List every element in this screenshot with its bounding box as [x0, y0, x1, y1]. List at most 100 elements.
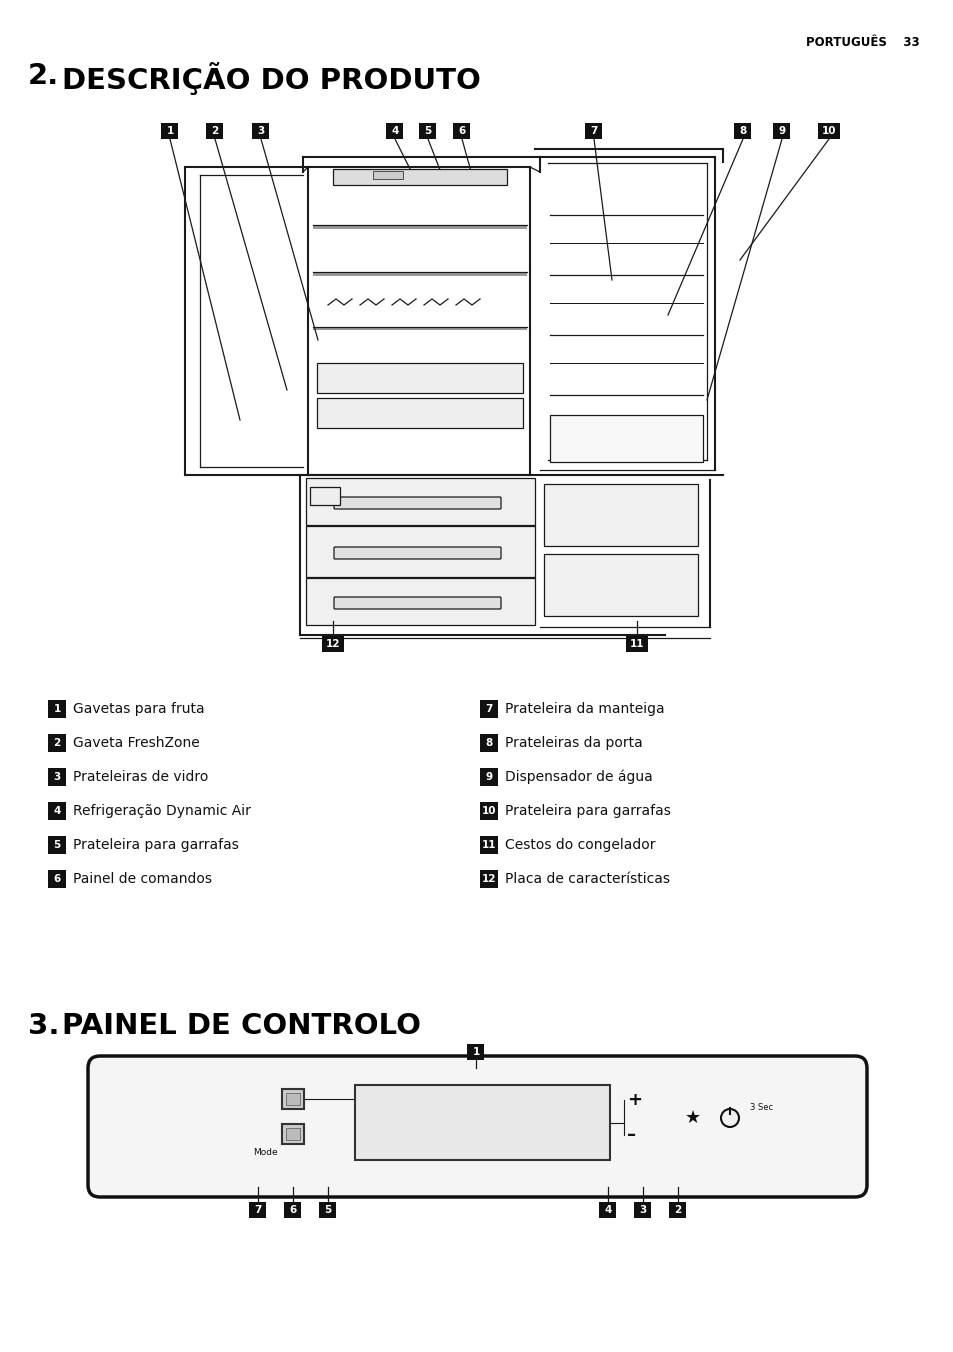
FancyBboxPatch shape [48, 869, 66, 888]
FancyBboxPatch shape [313, 327, 526, 330]
FancyBboxPatch shape [282, 1088, 304, 1109]
FancyBboxPatch shape [88, 1056, 866, 1197]
Text: Prateleiras da porta: Prateleiras da porta [504, 735, 642, 750]
FancyBboxPatch shape [48, 734, 66, 752]
Text: 7: 7 [254, 1205, 261, 1215]
Text: Refrigeração Dynamic Air: Refrigeração Dynamic Air [73, 804, 251, 818]
FancyBboxPatch shape [284, 1202, 301, 1218]
FancyBboxPatch shape [634, 1202, 651, 1218]
Text: 2: 2 [212, 126, 218, 137]
Text: 4: 4 [53, 806, 61, 817]
FancyBboxPatch shape [479, 768, 497, 786]
FancyBboxPatch shape [734, 123, 751, 139]
Circle shape [720, 1109, 739, 1128]
Text: 1: 1 [166, 126, 173, 137]
FancyBboxPatch shape [543, 554, 698, 617]
FancyBboxPatch shape [467, 1044, 484, 1060]
FancyBboxPatch shape [669, 1202, 686, 1218]
Text: Gaveta FreshZone: Gaveta FreshZone [73, 735, 199, 750]
FancyBboxPatch shape [310, 487, 339, 506]
FancyBboxPatch shape [250, 1202, 266, 1218]
FancyBboxPatch shape [322, 635, 344, 652]
FancyBboxPatch shape [206, 123, 223, 139]
Text: ★: ★ [684, 1109, 700, 1128]
Text: Prateleiras de vidro: Prateleiras de vidro [73, 771, 208, 784]
Text: 9: 9 [485, 772, 492, 781]
FancyBboxPatch shape [48, 802, 66, 821]
Text: 1: 1 [472, 1046, 479, 1057]
Text: PAINEL DE CONTROLO: PAINEL DE CONTROLO [62, 1013, 420, 1040]
FancyBboxPatch shape [598, 1202, 616, 1218]
FancyBboxPatch shape [306, 526, 535, 577]
FancyBboxPatch shape [286, 1128, 299, 1140]
FancyBboxPatch shape [479, 802, 497, 821]
Text: 6: 6 [457, 126, 465, 137]
FancyBboxPatch shape [453, 123, 470, 139]
FancyBboxPatch shape [48, 768, 66, 786]
Text: 11: 11 [481, 840, 496, 850]
Text: 10: 10 [821, 126, 836, 137]
Text: 7: 7 [485, 704, 492, 714]
FancyBboxPatch shape [479, 836, 497, 854]
Text: 12: 12 [325, 639, 340, 649]
Text: 4: 4 [603, 1205, 611, 1215]
Text: 5: 5 [324, 1205, 332, 1215]
Text: 11: 11 [629, 639, 643, 649]
Text: Mode: Mode [253, 1148, 277, 1157]
Text: 2: 2 [53, 738, 61, 748]
FancyBboxPatch shape [373, 170, 402, 178]
FancyBboxPatch shape [316, 397, 522, 429]
FancyBboxPatch shape [286, 1092, 299, 1105]
Text: +: + [626, 1091, 641, 1109]
FancyBboxPatch shape [316, 362, 522, 393]
FancyBboxPatch shape [550, 415, 702, 462]
Text: Gavetas para fruta: Gavetas para fruta [73, 702, 204, 717]
FancyBboxPatch shape [386, 123, 403, 139]
Text: –: – [626, 1126, 636, 1144]
Text: 1: 1 [53, 704, 61, 714]
FancyBboxPatch shape [585, 123, 602, 139]
Text: 10: 10 [481, 806, 496, 817]
Text: 3: 3 [639, 1205, 646, 1215]
FancyBboxPatch shape [419, 123, 436, 139]
Text: 9: 9 [778, 126, 784, 137]
FancyBboxPatch shape [333, 169, 506, 185]
FancyBboxPatch shape [355, 1086, 609, 1160]
FancyBboxPatch shape [334, 598, 500, 608]
FancyBboxPatch shape [817, 123, 840, 139]
FancyBboxPatch shape [282, 1124, 304, 1144]
Text: 4: 4 [391, 126, 398, 137]
Text: 8: 8 [739, 126, 746, 137]
Text: Prateleira para garrafas: Prateleira para garrafas [504, 804, 670, 818]
FancyBboxPatch shape [773, 123, 790, 139]
Text: 8: 8 [485, 738, 492, 748]
FancyBboxPatch shape [479, 734, 497, 752]
Text: 2: 2 [674, 1205, 680, 1215]
FancyBboxPatch shape [313, 272, 526, 276]
Text: 6: 6 [289, 1205, 296, 1215]
FancyBboxPatch shape [319, 1202, 336, 1218]
Text: Placa de características: Placa de características [504, 872, 669, 886]
Text: 12: 12 [481, 873, 496, 884]
Text: 5: 5 [424, 126, 431, 137]
FancyBboxPatch shape [253, 123, 269, 139]
FancyBboxPatch shape [161, 123, 178, 139]
FancyBboxPatch shape [479, 869, 497, 888]
FancyBboxPatch shape [48, 836, 66, 854]
FancyBboxPatch shape [306, 479, 535, 525]
Text: PORTUGUÊS    33: PORTUGUÊS 33 [805, 37, 919, 49]
Text: 5: 5 [53, 840, 61, 850]
Text: Cestos do congelador: Cestos do congelador [504, 838, 655, 852]
FancyBboxPatch shape [334, 548, 500, 558]
Text: Painel de comandos: Painel de comandos [73, 872, 212, 886]
Text: Dispensador de água: Dispensador de água [504, 769, 652, 784]
Text: 6: 6 [53, 873, 61, 884]
FancyBboxPatch shape [625, 635, 647, 652]
FancyBboxPatch shape [48, 700, 66, 718]
Text: 3 Sec: 3 Sec [749, 1103, 772, 1113]
Text: 3.: 3. [28, 1013, 59, 1040]
Text: Prateleira da manteiga: Prateleira da manteiga [504, 702, 664, 717]
FancyBboxPatch shape [313, 224, 526, 228]
Text: Prateleira para garrafas: Prateleira para garrafas [73, 838, 238, 852]
FancyBboxPatch shape [334, 498, 500, 508]
